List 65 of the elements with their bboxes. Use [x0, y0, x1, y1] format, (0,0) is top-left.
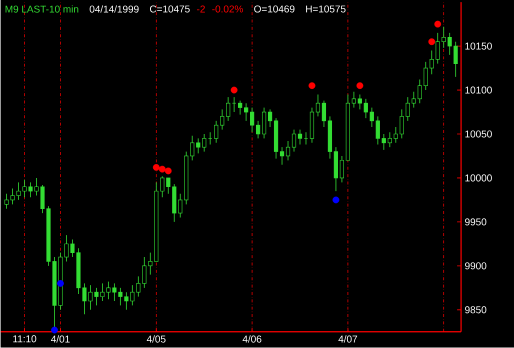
point — [51, 326, 58, 334]
point — [428, 38, 436, 46]
point — [164, 168, 172, 175]
chart-title: M9 LAST-10 min — [6, 6, 78, 13]
annotation: H=10575 — [306, 6, 346, 13]
candlestick — [292, 129, 296, 152]
candlestick — [28, 182, 33, 198]
y-tick-label: 10100 — [465, 86, 492, 94]
candlestick — [22, 180, 27, 198]
y-tick-label: 9900 — [465, 262, 486, 270]
candlestick — [16, 182, 21, 201]
annotation: 04/14/1999 — [90, 6, 139, 13]
candlestick — [328, 116, 332, 160]
candlestick — [310, 107, 314, 144]
point — [434, 20, 442, 28]
annotation: O=10469 — [254, 6, 294, 13]
candlestick — [4, 194, 9, 210]
candlestick — [262, 107, 266, 139]
candlestick — [106, 281, 110, 300]
candlestick — [274, 118, 278, 160]
candlestick — [346, 94, 350, 161]
candlestick — [322, 100, 326, 128]
candlestick — [244, 103, 248, 122]
point — [152, 164, 160, 171]
point — [57, 280, 64, 288]
candlestick — [10, 188, 15, 205]
x-tick-label: 4/01 — [51, 335, 70, 343]
candlestick — [94, 288, 99, 306]
candlestick — [298, 129, 302, 146]
candlestick — [268, 109, 272, 128]
point — [332, 196, 340, 204]
candlestick — [352, 92, 356, 108]
candlestick — [238, 100, 242, 116]
y-tick-label: 10050 — [465, 130, 492, 138]
annotation: C=10475 — [150, 6, 190, 13]
y-tick-label: 9850 — [465, 306, 486, 314]
candlestick — [46, 206, 51, 266]
candlestick — [100, 283, 104, 302]
candlestick — [340, 156, 344, 183]
candlestick — [64, 234, 69, 262]
candlestick — [286, 140, 290, 161]
candlestick — [76, 248, 81, 295]
y-tick-label: 9950 — [465, 218, 486, 226]
y-tick-label: 10000 — [465, 174, 492, 182]
candlestick — [88, 284, 93, 310]
annotation: -0.02% — [212, 6, 243, 13]
point — [356, 82, 364, 90]
candlestick — [40, 184, 45, 214]
candlestick — [34, 178, 39, 196]
x-tick-label: 4/07 — [338, 335, 358, 343]
candlestick — [70, 239, 75, 258]
candlestick — [250, 107, 254, 133]
candlestick — [280, 146, 284, 166]
candlestick — [82, 283, 87, 315]
annotation: -2 — [196, 6, 205, 13]
candlestick — [256, 120, 260, 139]
y-tick-label: 10150 — [465, 42, 492, 50]
candlestick — [316, 94, 320, 118]
x-tick-label: 4/06 — [242, 335, 262, 343]
candlestick — [334, 146, 338, 192]
point — [158, 166, 166, 173]
x-tick-label: 11:10 — [13, 335, 36, 343]
point — [230, 86, 238, 94]
x-tick-label: 4/05 — [146, 335, 166, 343]
point — [308, 82, 316, 90]
